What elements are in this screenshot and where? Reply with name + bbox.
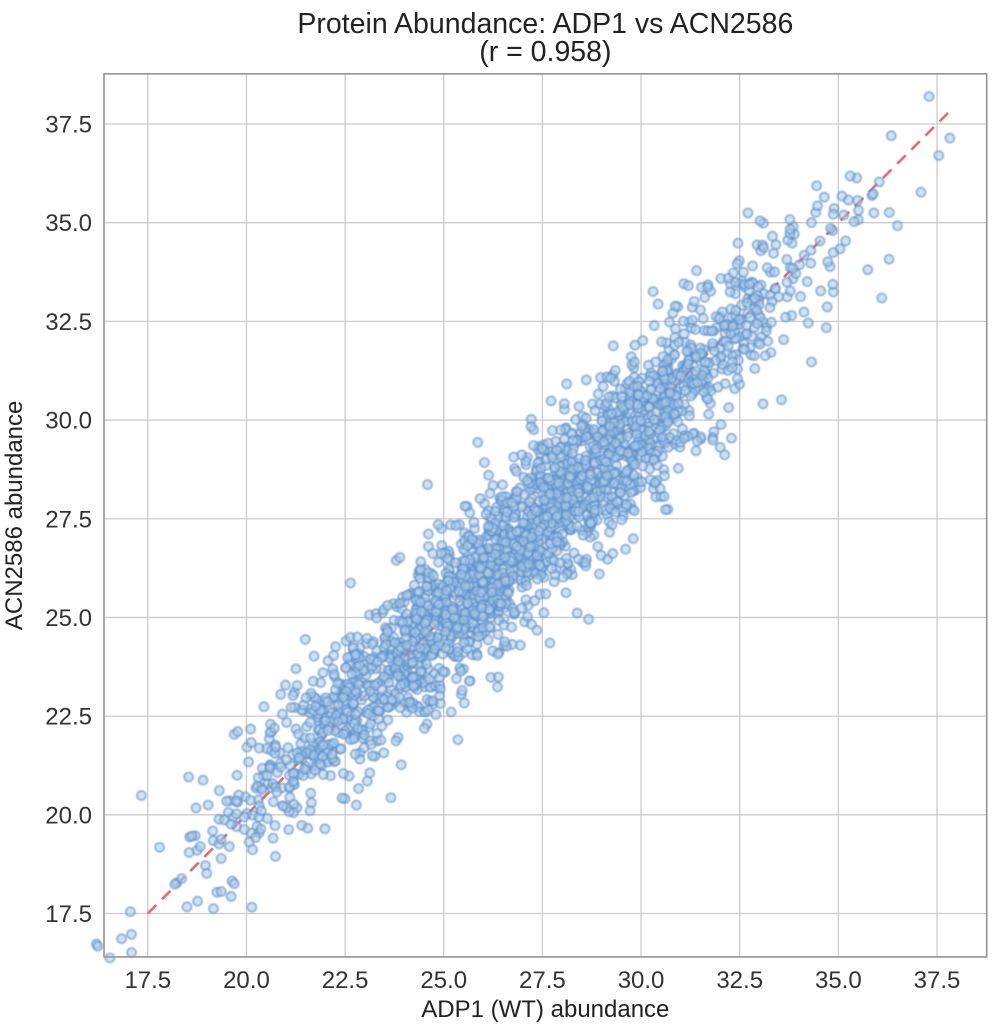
svg-text:20.0: 20.0 xyxy=(223,967,270,994)
svg-text:22.5: 22.5 xyxy=(322,967,369,994)
svg-text:27.5: 27.5 xyxy=(519,967,566,994)
svg-text:20.0: 20.0 xyxy=(45,802,92,829)
svg-text:30.0: 30.0 xyxy=(618,967,665,994)
svg-text:25.0: 25.0 xyxy=(420,967,467,994)
svg-text:30.0: 30.0 xyxy=(45,408,92,435)
svg-text:(r = 0.958): (r = 0.958) xyxy=(479,36,611,68)
svg-text:17.5: 17.5 xyxy=(124,967,171,994)
svg-text:32.5: 32.5 xyxy=(716,967,763,994)
svg-text:27.5: 27.5 xyxy=(45,506,92,533)
svg-text:25.0: 25.0 xyxy=(45,605,92,632)
svg-text:32.5: 32.5 xyxy=(45,309,92,336)
svg-text:ADP1 (WT) abundance: ADP1 (WT) abundance xyxy=(421,996,669,1023)
svg-text:35.0: 35.0 xyxy=(815,967,862,994)
svg-text:ACN2586 abundance: ACN2586 abundance xyxy=(1,401,28,631)
svg-text:37.5: 37.5 xyxy=(914,967,961,994)
svg-text:22.5: 22.5 xyxy=(45,704,92,731)
svg-text:17.5: 17.5 xyxy=(45,901,92,928)
svg-text:37.5: 37.5 xyxy=(45,112,92,139)
svg-text:35.0: 35.0 xyxy=(45,210,92,237)
